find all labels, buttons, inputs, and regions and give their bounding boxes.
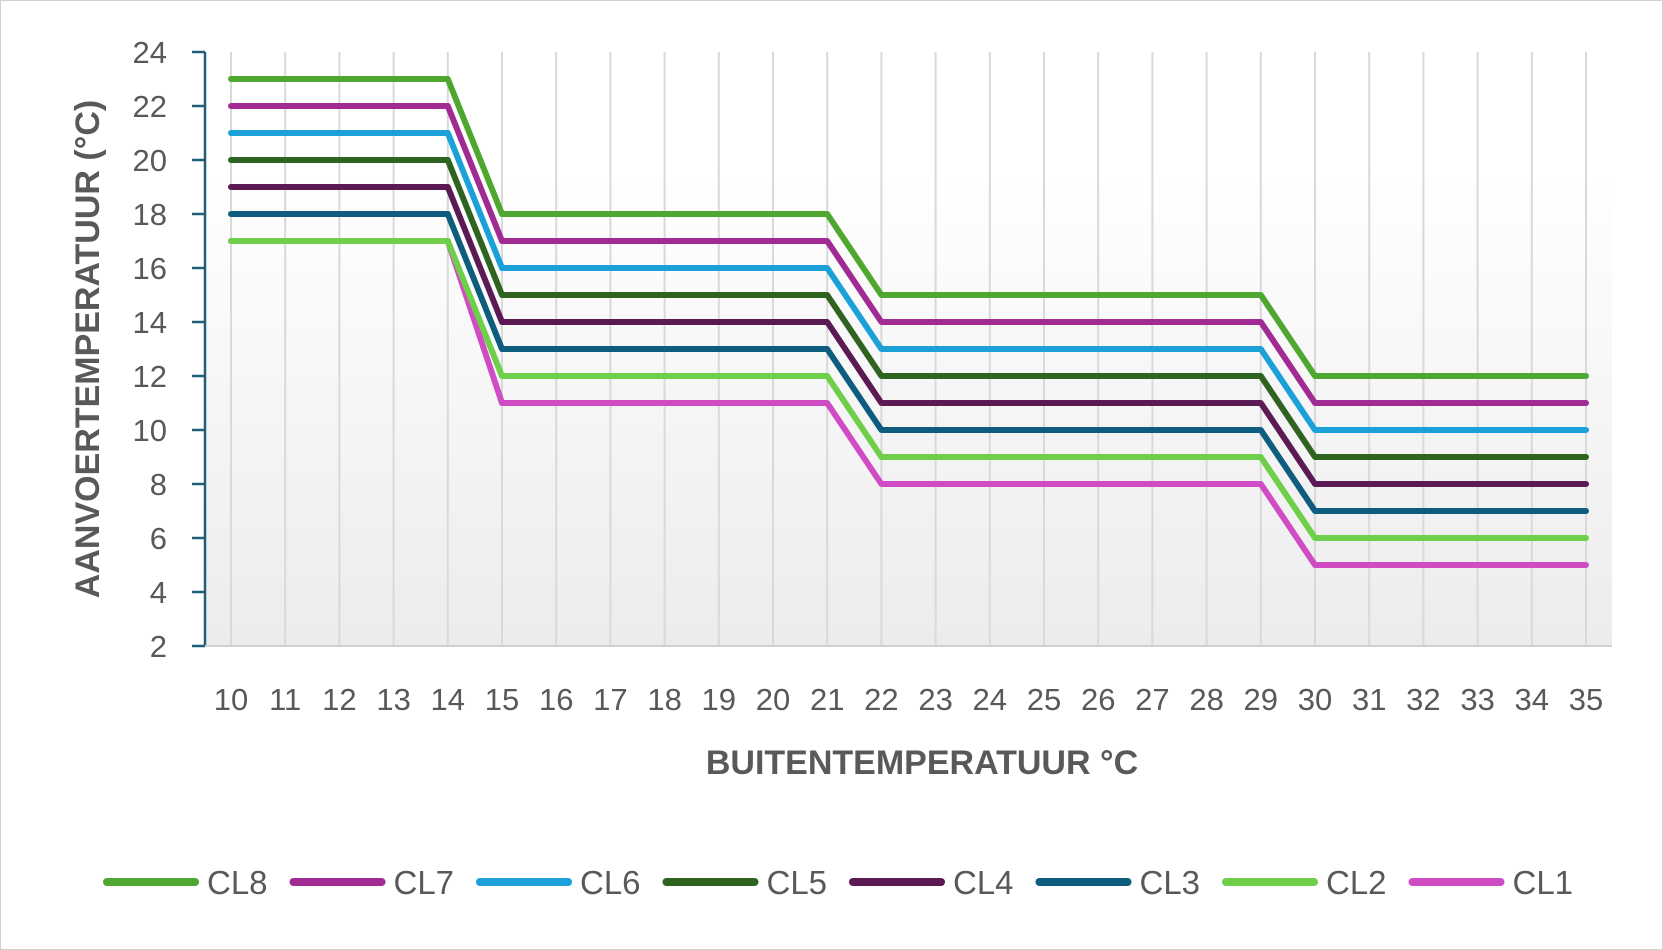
x-tick-label: 21 [810, 682, 844, 717]
y-tick-label: 2 [150, 629, 167, 664]
x-tick-label: 11 [269, 682, 301, 717]
y-axis-title: AANVOERTEMPERATUUR (°C) [69, 100, 107, 598]
x-tick-label: 23 [918, 682, 952, 717]
legend-label-cl1: CL1 [1513, 864, 1574, 901]
x-tick-label: 26 [1081, 682, 1115, 717]
series-line-cl4 [228, 184, 1589, 487]
x-tick-label: 30 [1298, 682, 1332, 717]
y-tick-label: 8 [150, 467, 167, 502]
y-tick-label: 16 [133, 251, 167, 286]
legend-label-cl5: CL5 [767, 864, 828, 901]
y-tick-label: 10 [133, 413, 167, 448]
legend-label-cl3: CL3 [1140, 864, 1201, 901]
series-line-cl5 [228, 157, 1589, 460]
x-tick-label: 32 [1406, 682, 1440, 717]
legend-label-cl7: CL7 [394, 864, 455, 901]
series-line-cl3 [228, 211, 1589, 514]
series-line-cl8 [228, 76, 1589, 379]
y-tick-label: 18 [133, 197, 167, 232]
x-tick-label: 15 [485, 682, 519, 717]
x-tick-label: 35 [1569, 682, 1603, 717]
x-tick-label: 28 [1189, 682, 1223, 717]
x-tick-label: 16 [539, 682, 573, 717]
x-tick-label: 12 [322, 682, 356, 717]
y-tick-label: 4 [150, 575, 167, 610]
legend-label-cl2: CL2 [1326, 864, 1387, 901]
x-tick-label: 33 [1460, 682, 1494, 717]
x-tick-label: 34 [1515, 682, 1549, 717]
series-line-cl6 [228, 130, 1589, 433]
series-line-cl7 [228, 103, 1589, 406]
y-tick-label: 6 [150, 521, 167, 556]
x-tick-label: 25 [1027, 682, 1061, 717]
y-tick-label: 22 [133, 89, 167, 124]
legend: CL8 CL7 CL6 CL5 CL4 CL3 CL2 CL1 [103, 864, 1574, 901]
x-tick-label: 14 [431, 682, 465, 717]
x-tick-label: 29 [1244, 682, 1278, 717]
x-axis: 10 11 12 13 14 15 16 17 18 19 20 21 22 23 24 25 26 27 28 29… [205, 645, 1612, 717]
x-tick-label: 20 [756, 682, 790, 717]
x-tick-label: 17 [593, 682, 627, 717]
series-layer [228, 76, 1589, 568]
y-tick-label: 14 [133, 305, 167, 340]
x-tick-label: 24 [973, 682, 1007, 717]
x-tick-label: 27 [1135, 682, 1169, 717]
x-tick-label: 31 [1352, 682, 1386, 717]
x-tick-label: 18 [647, 682, 681, 717]
x-tick-label: 10 [214, 682, 248, 717]
x-tick-label: 13 [376, 682, 410, 717]
series-line-cl2 [228, 238, 1589, 541]
y-tick-label: 20 [133, 143, 167, 178]
legend-label-cl4: CL4 [953, 864, 1014, 901]
x-tick-label: 19 [702, 682, 736, 717]
legend-label-cl6: CL6 [580, 864, 641, 901]
x-tick-label: 22 [864, 682, 898, 717]
y-tick-label: 12 [133, 359, 167, 394]
legend-label-cl8: CL8 [207, 864, 268, 901]
x-axis-title: BUITENTEMPERATUUR °C [706, 744, 1138, 782]
y-tick-label: 24 [133, 35, 167, 70]
